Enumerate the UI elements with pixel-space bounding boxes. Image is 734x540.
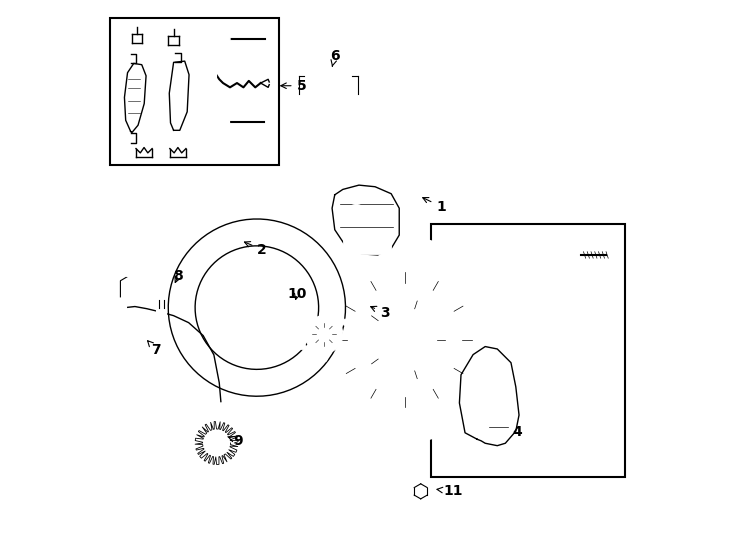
Bar: [352, 80, 363, 93]
Circle shape: [307, 242, 503, 438]
Circle shape: [342, 319, 349, 326]
Circle shape: [175, 86, 184, 94]
Text: 7: 7: [148, 341, 161, 356]
Bar: [432, 224, 625, 477]
Bar: [582, 299, 600, 306]
Circle shape: [352, 287, 458, 393]
Circle shape: [299, 319, 306, 326]
Text: 1: 1: [423, 198, 446, 214]
Circle shape: [465, 407, 482, 423]
Polygon shape: [195, 422, 238, 464]
Circle shape: [366, 206, 385, 225]
Circle shape: [421, 364, 435, 378]
Circle shape: [487, 373, 507, 393]
Circle shape: [219, 33, 230, 44]
Circle shape: [226, 269, 288, 330]
Polygon shape: [332, 185, 399, 255]
Circle shape: [206, 433, 227, 454]
Circle shape: [416, 487, 425, 496]
Text: 2: 2: [244, 241, 267, 256]
Circle shape: [398, 294, 412, 308]
Text: 6: 6: [330, 49, 340, 66]
Bar: [206, 65, 216, 79]
Circle shape: [342, 343, 349, 350]
Circle shape: [175, 104, 184, 113]
Circle shape: [314, 325, 334, 344]
Polygon shape: [168, 219, 346, 396]
Circle shape: [219, 117, 230, 127]
Circle shape: [375, 364, 389, 378]
Circle shape: [435, 321, 448, 335]
Circle shape: [576, 297, 587, 308]
Polygon shape: [170, 61, 189, 130]
Polygon shape: [414, 484, 427, 499]
Circle shape: [175, 72, 184, 80]
Text: 3: 3: [371, 306, 390, 320]
Text: 4: 4: [512, 425, 523, 439]
Circle shape: [302, 238, 506, 442]
Circle shape: [321, 356, 327, 362]
Circle shape: [292, 302, 356, 367]
Bar: [110, 17, 280, 165]
Circle shape: [252, 377, 262, 388]
Ellipse shape: [432, 403, 447, 414]
Bar: [126, 270, 136, 276]
Bar: [156, 308, 166, 320]
Text: 9: 9: [228, 434, 243, 448]
Bar: [304, 73, 352, 105]
Circle shape: [305, 316, 343, 353]
Ellipse shape: [331, 367, 342, 382]
Circle shape: [321, 307, 327, 313]
Polygon shape: [125, 63, 146, 133]
Circle shape: [379, 314, 430, 366]
Circle shape: [323, 81, 334, 92]
Text: 5: 5: [281, 79, 306, 93]
Text: 11: 11: [437, 484, 462, 498]
Bar: [343, 240, 391, 254]
Circle shape: [299, 343, 306, 350]
Circle shape: [360, 321, 374, 335]
Circle shape: [346, 205, 367, 226]
Text: 10: 10: [288, 287, 307, 301]
Bar: [115, 297, 126, 314]
Ellipse shape: [468, 297, 479, 313]
Circle shape: [567, 248, 581, 262]
Polygon shape: [459, 347, 519, 446]
Circle shape: [315, 73, 342, 100]
Circle shape: [206, 240, 219, 253]
Ellipse shape: [362, 266, 378, 277]
Text: 8: 8: [173, 269, 183, 284]
